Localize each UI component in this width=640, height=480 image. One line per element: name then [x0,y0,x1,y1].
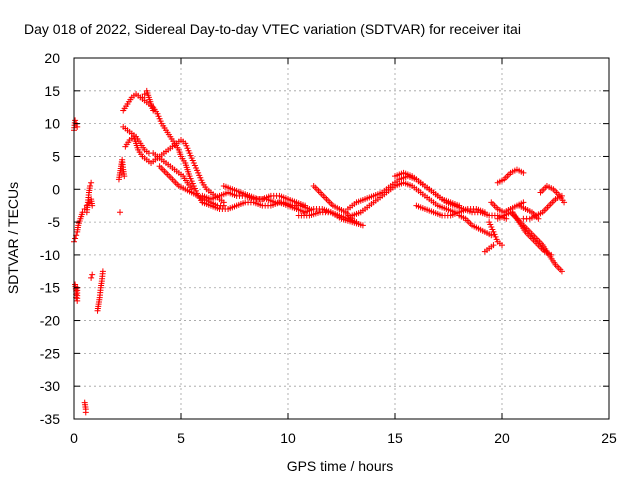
data-point [82,409,89,416]
data-point [121,173,128,180]
y-tick-label: 20 [44,50,60,66]
data-point [520,199,527,206]
y-tick-label: 15 [44,83,60,99]
y-tick-label: -5 [48,214,61,230]
data-point [117,209,124,216]
x-tick-label: 20 [494,430,510,446]
series-arc-l [122,133,227,206]
series-arc-e [83,179,95,216]
y-tick-label: -35 [40,411,60,427]
y-tick-label: -25 [40,345,60,361]
data-point [87,182,94,189]
data-point [520,169,527,176]
series-arc-ag [537,182,568,206]
x-tick-label: 25 [601,430,617,446]
series-arc-q [220,182,313,212]
y-tick-label: 10 [44,116,60,132]
data-point [481,209,488,216]
plot-frame [73,57,610,420]
series-arc-s [295,209,366,229]
x-axis-title: GPS time / hours [287,458,394,474]
data-point [139,94,146,101]
y-tick-label: 5 [52,148,60,164]
data-point [72,235,79,242]
series-arc-y [481,242,497,255]
data-point [89,271,96,278]
y-tick-labels: -35 -30 -25 -20 -15 -10 -5 0 5 10 15 20 [40,50,60,427]
series-arc-u [349,179,458,219]
y-tick-label: -30 [40,378,60,394]
axis-ticks [73,57,610,420]
series-arc-o [199,189,309,209]
x-tick-labels: 0 5 10 15 20 25 [70,430,617,446]
data-point [548,251,555,258]
data-point [99,268,106,275]
data-point [490,242,497,249]
series-arc-a [71,117,81,134]
series-arc-m [139,87,157,114]
y-tick-label: -10 [40,247,60,263]
y-tick-label: -15 [40,280,60,296]
data-point [558,268,565,275]
data-point [88,274,95,281]
series-arc-c [72,281,81,304]
y-tick-label: -20 [40,313,60,329]
data-points [71,87,568,416]
data-point [561,199,568,206]
series-arc-h [115,156,128,183]
data-point [306,205,313,212]
series-arc-ac [494,166,527,186]
series-arc-x [456,212,495,239]
data-point [88,179,95,186]
series-arc-g [94,268,106,314]
series-arc-d [81,399,89,416]
data-point [89,202,96,209]
data-point [74,123,81,130]
series-arc-ae [516,202,542,222]
x-tick-label: 15 [387,430,403,446]
series-arc-ad [509,209,555,258]
data-point [359,222,366,229]
data-point [72,117,79,124]
x-tick-label: 0 [70,430,78,446]
x-tick-label: 5 [177,430,185,446]
series-arc-af [520,192,565,222]
x-tick-label: 10 [280,430,296,446]
series-arc-j [120,91,206,206]
y-axis-title: SDTVAR / TECUs [5,182,21,294]
series-arc-r [310,182,356,222]
chart-title: Day 018 of 2022, Sidereal Day-to-day VTE… [24,21,521,37]
series-arc-w [413,202,488,219]
data-point [220,202,227,209]
y-tick-label: 0 [52,181,60,197]
data-point [499,242,505,249]
series-arc-i [117,209,124,216]
series-arc-b [71,196,96,245]
data-point [141,91,148,98]
series-arc-f [88,271,96,281]
data-point [488,232,495,239]
data-point [150,107,157,114]
series-arc-z [486,219,505,249]
series-arc-k [120,123,195,193]
